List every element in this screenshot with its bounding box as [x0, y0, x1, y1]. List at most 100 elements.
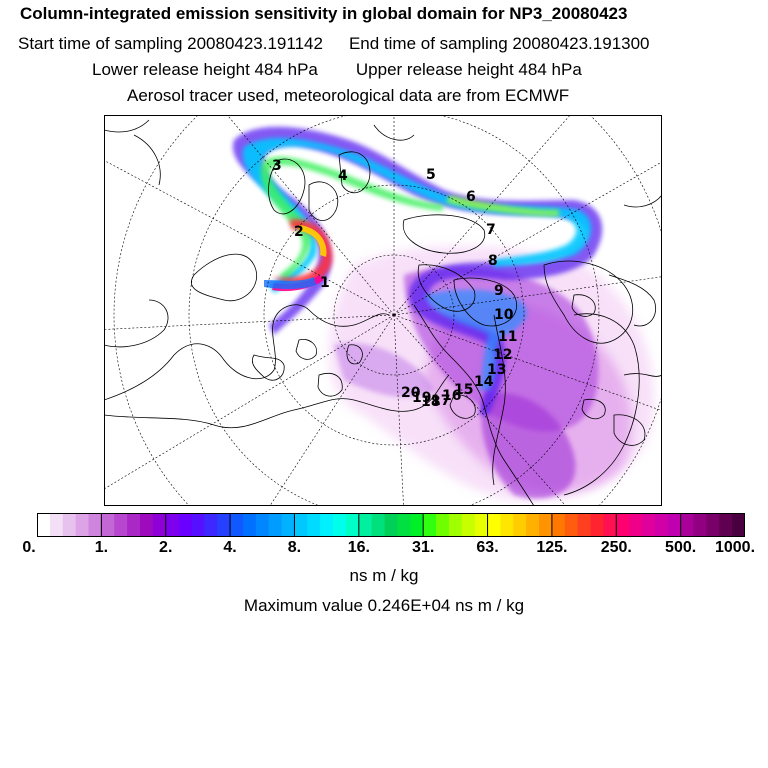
colorbar-cell	[423, 513, 437, 537]
colorbar-cell	[513, 513, 527, 537]
colorbar-cell	[603, 513, 617, 537]
colorbar-cell	[165, 513, 180, 537]
colorbar-cell	[590, 513, 604, 537]
day-marker-8: 8	[488, 253, 498, 269]
graticule	[104, 115, 662, 506]
colorbar-cell	[230, 513, 244, 537]
colorbar-tick-label: 16.	[347, 539, 370, 556]
day-marker-16: 16	[442, 388, 461, 404]
colorbar-frame	[37, 513, 745, 537]
day-markers: 1 2 3 4 5 6 7 8 9 10 11 12 13 14 15 16 1…	[272, 158, 517, 410]
colorbar-cell	[410, 513, 424, 537]
colorbar-cell	[75, 513, 90, 537]
colorbar-cell	[461, 513, 476, 537]
colorbar-tick-label: 31.	[412, 539, 435, 556]
day-marker-4: 4	[338, 168, 348, 184]
colorbar-tick-label: 63.	[476, 539, 499, 556]
colorbar-cell	[37, 513, 51, 537]
colorbar-cell	[242, 513, 257, 537]
colorbar-tick-label: 125.	[536, 539, 568, 556]
day-marker-10: 10	[494, 307, 514, 323]
colorbar-tick-label: 0.	[22, 539, 36, 556]
release-heights: Lower release height 484 hPa Upper releas…	[92, 60, 582, 80]
day-marker-7: 7	[486, 222, 496, 238]
colorbar-cell	[384, 513, 399, 537]
colorbar-cell	[629, 513, 643, 537]
colorbar-cell	[577, 513, 592, 537]
colorbar-cell	[152, 513, 167, 537]
colorbar-cell	[719, 513, 733, 537]
day-marker-20: 20	[401, 385, 421, 401]
day-marker-1: 1	[320, 275, 330, 291]
colorbar-cell	[693, 513, 707, 537]
colorbar-tick-label: 8.	[287, 539, 302, 556]
colorbar-tick-label: 2.	[159, 539, 173, 556]
colorbar-cell	[268, 513, 283, 537]
colorbar-cell	[680, 513, 695, 537]
colorbar-cell	[371, 513, 386, 537]
upper-release-label: Upper release height 484 hPa	[355, 60, 582, 79]
sampling-times: Start time of sampling 20080423.191142 En…	[18, 34, 650, 54]
colorbar	[37, 513, 745, 537]
sensitivity-plume	[232, 126, 654, 501]
colorbar-cell	[204, 513, 218, 537]
colorbar-cell	[706, 513, 720, 537]
colorbar-cell	[448, 513, 463, 537]
day-marker-14: 14	[474, 374, 494, 390]
maximum-value-label: Maximum value 0.246E+04 ns m / kg	[243, 596, 525, 615]
day-marker-5: 5	[426, 167, 436, 183]
colorbar-cell	[397, 513, 411, 537]
colorbar-cell	[436, 513, 450, 537]
end-time-label: End time of sampling 20080423.191300	[348, 34, 650, 53]
day-marker-9: 9	[494, 283, 504, 299]
day-marker-11: 11	[498, 329, 517, 345]
day-marker-17: 17	[431, 393, 450, 409]
colorbar-cell	[474, 513, 489, 537]
colorbar-tick-label: 1000.	[714, 539, 756, 556]
colorbar-cell	[487, 513, 502, 537]
colorbar-cell	[62, 513, 77, 537]
colorbar-cell	[500, 513, 514, 537]
plot-title: Column-integrated emission sensitivity i…	[20, 4, 628, 23]
colorbar-cell	[88, 513, 102, 537]
colorbar-cells	[37, 513, 745, 537]
day-marker-19: 19	[412, 390, 431, 406]
colorbar-cell	[114, 513, 128, 537]
colorbar-cell	[255, 513, 270, 537]
colorbar-cell	[526, 513, 540, 537]
map-frame	[104, 115, 662, 506]
day-marker-6: 6	[466, 189, 476, 205]
colorbar-cell	[127, 513, 141, 537]
colorbar-cell	[294, 513, 308, 537]
colorbar-cell	[732, 513, 745, 537]
colorbar-cell	[320, 513, 334, 537]
day-marker-18: 18	[421, 394, 440, 410]
emission-sensitivity-map: 1 2 3 4 5 6 7 8 9 10 11 12 13 14 15 16 1…	[104, 115, 662, 506]
tracer-note: Aerosol tracer used, meteorological data…	[127, 86, 570, 105]
colorbar-units: ns m / kg	[349, 566, 419, 585]
colorbar-tick-label: 250.	[600, 539, 632, 556]
colorbar-cell	[616, 513, 630, 537]
colorbar-cell	[642, 513, 656, 537]
colorbar-cell	[49, 513, 64, 537]
coastlines	[104, 119, 662, 506]
colorbar-dividers	[100, 513, 682, 537]
colorbar-cell	[667, 513, 682, 537]
colorbar-cell	[551, 513, 566, 537]
colorbar-tick-label: 500.	[665, 539, 697, 556]
colorbar-cell	[358, 513, 373, 537]
day-marker-13: 13	[487, 362, 506, 378]
colorbar-cell	[654, 513, 669, 537]
lower-release-label: Lower release height 484 hPa	[92, 60, 318, 79]
colorbar-cell	[539, 513, 553, 537]
colorbar-cell	[178, 513, 193, 537]
colorbar-cell	[281, 513, 296, 537]
colorbar-cell	[307, 513, 321, 537]
colorbar-cell	[564, 513, 579, 537]
start-time-label: Start time of sampling 20080423.191142	[18, 34, 323, 53]
day-marker-12: 12	[493, 347, 512, 363]
day-marker-15: 15	[454, 382, 473, 398]
colorbar-cell	[333, 513, 347, 537]
colorbar-cell	[139, 513, 154, 537]
colorbar-cell	[191, 513, 205, 537]
